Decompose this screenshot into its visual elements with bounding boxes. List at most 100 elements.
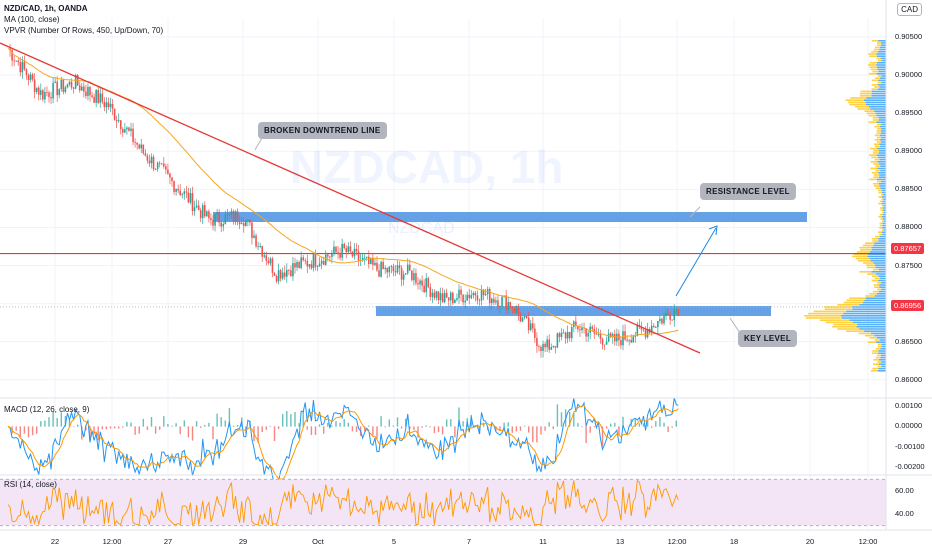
candle-body xyxy=(197,205,200,211)
macd-histogram-bar xyxy=(60,412,62,427)
currency-badge[interactable]: CAD xyxy=(897,3,922,16)
candle-body xyxy=(347,246,350,253)
candle-body xyxy=(663,315,665,324)
candle-body xyxy=(173,180,175,192)
candle-body xyxy=(579,329,581,331)
candle-body xyxy=(374,262,376,265)
candle-body xyxy=(425,278,427,293)
vp-bar-up xyxy=(878,40,886,42)
vp-bar-up xyxy=(881,128,886,130)
vp-bar-down xyxy=(872,117,879,119)
ma-legend[interactable]: MA (100, close) xyxy=(4,15,60,24)
vp-bar-down xyxy=(855,106,870,108)
callout-pointer xyxy=(254,137,263,151)
candle-body xyxy=(614,334,616,342)
macd-histogram-bar xyxy=(450,418,452,427)
candle-body xyxy=(378,270,380,277)
vp-bar-up xyxy=(878,238,886,240)
candle-body xyxy=(671,319,673,321)
macd-histogram-bar xyxy=(376,426,378,439)
candle-body xyxy=(388,266,391,273)
candle-body xyxy=(601,338,604,345)
candle-body xyxy=(331,253,333,257)
vp-bar-up xyxy=(878,152,886,154)
candle-body xyxy=(394,271,397,273)
candle-body xyxy=(185,191,188,193)
vp-bar-down xyxy=(845,330,864,332)
candle-body xyxy=(191,193,194,212)
rsi-legend[interactable]: RSI (14, close) xyxy=(4,480,57,489)
candle-body xyxy=(661,318,663,324)
macd-histogram-bar xyxy=(335,421,337,427)
macd-histogram-bar xyxy=(425,425,427,427)
symbol-watermark: NZDCAD, 1h xyxy=(290,141,564,193)
vp-bar-down xyxy=(863,262,874,264)
symbol-legend[interactable]: NZD/CAD, 1h, OANDA xyxy=(4,4,88,13)
vp-bar-down xyxy=(879,213,883,216)
vp-bar-up xyxy=(877,167,886,170)
candle-body xyxy=(187,192,190,203)
macd-legend[interactable]: MACD (12, 26, close, 9) xyxy=(4,405,90,414)
candle-body xyxy=(169,173,171,178)
candle-body xyxy=(281,272,284,279)
macd-histogram-bar xyxy=(441,426,444,435)
vp-bar-up xyxy=(871,95,886,97)
macd-histogram-bar xyxy=(64,415,67,427)
vpvr-legend[interactable]: VPVR (Number Of Rows, 450, Up/Down, 70) xyxy=(4,26,164,35)
candle-body xyxy=(404,273,407,275)
candle-body xyxy=(218,212,220,223)
macd-histogram-bar xyxy=(446,419,448,427)
macd-histogram-bar xyxy=(458,407,460,427)
macd-histogram-bar xyxy=(122,426,124,428)
candle-body xyxy=(454,299,456,304)
vp-bar-down xyxy=(874,277,880,280)
vp-bar-down xyxy=(855,257,870,260)
candle-body xyxy=(101,93,104,102)
candle-body xyxy=(435,291,438,298)
macd-histogram-bar xyxy=(528,426,530,433)
candle-body xyxy=(437,291,440,301)
macd-histogram-bar xyxy=(540,426,542,435)
vp-bar-down xyxy=(872,350,879,352)
macd-histogram-bar xyxy=(392,425,395,427)
candle-body xyxy=(253,235,255,238)
macd-histogram-bar xyxy=(523,425,526,427)
vp-bar-up xyxy=(883,205,886,207)
price-tick-label: 0.88500 xyxy=(895,184,923,194)
candle-body xyxy=(552,346,555,348)
macd-histogram-bar xyxy=(388,419,390,427)
vp-bar-down xyxy=(881,205,884,207)
vp-bar-up xyxy=(870,260,886,262)
candle-body xyxy=(482,289,485,296)
vp-bar-up xyxy=(846,310,886,313)
macd-histogram-bar xyxy=(277,426,280,429)
vp-bar-down xyxy=(879,224,883,227)
candle-body xyxy=(179,190,181,196)
vp-bar-down xyxy=(876,141,882,143)
candle-body xyxy=(603,344,606,346)
vp-bar-up xyxy=(881,216,886,218)
candle-body xyxy=(650,325,653,333)
vp-bar-up xyxy=(859,304,886,306)
candle-body xyxy=(216,212,218,215)
vp-bar-up xyxy=(865,297,886,299)
vp-bar-up xyxy=(880,169,886,172)
candle-body xyxy=(372,257,374,265)
macd-histogram-bar xyxy=(163,416,165,427)
vp-bar-up xyxy=(877,51,886,53)
vp-bar-up xyxy=(877,68,886,71)
candle-body xyxy=(327,254,329,257)
vp-bar-up xyxy=(880,356,886,359)
vp-bar-up xyxy=(880,165,886,167)
candle-body xyxy=(421,280,423,286)
vp-bar-up xyxy=(880,136,886,139)
candle-body xyxy=(240,223,243,225)
candle-body xyxy=(279,270,282,279)
candle-body xyxy=(419,280,421,285)
macd-histogram-bar xyxy=(257,426,259,443)
macd-histogram-bar xyxy=(618,426,620,435)
candle-body xyxy=(443,292,446,303)
macd-histogram-bar xyxy=(417,426,419,438)
vp-bar-down xyxy=(874,286,880,288)
